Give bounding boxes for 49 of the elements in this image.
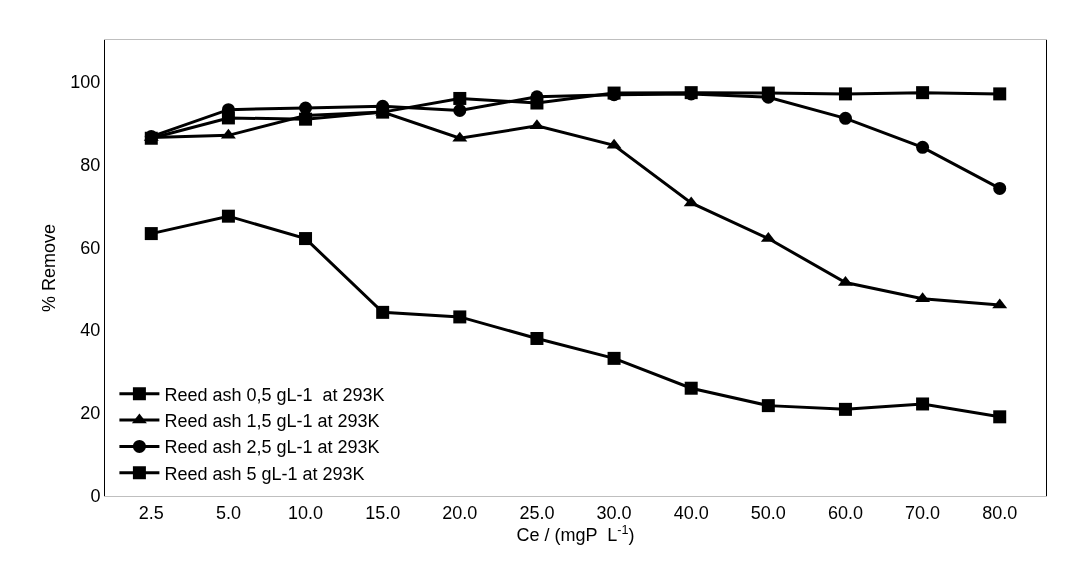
x-tick-label: 5.0 <box>215 502 241 523</box>
point <box>684 381 698 395</box>
y-tick-label: 0 <box>90 486 101 507</box>
point <box>453 91 467 105</box>
y-axis-title: % Remove <box>38 223 59 313</box>
point <box>993 410 1007 424</box>
point <box>607 351 621 365</box>
x-tick-label: 25.0 <box>519 502 555 523</box>
point <box>838 87 852 101</box>
point <box>376 305 390 319</box>
x-tick-label: 40.0 <box>673 502 709 523</box>
x-tick-label: 15.0 <box>365 502 401 523</box>
x-tick-label: 60.0 <box>827 502 863 523</box>
point <box>916 140 930 154</box>
legend-label: Reed ash 0,5 gL-1 at 293K <box>164 384 385 405</box>
x-tick-label: 2.5 <box>138 502 164 523</box>
x-tick-label: 10.0 <box>288 502 324 523</box>
point <box>916 397 930 411</box>
point <box>453 103 467 117</box>
legend-label: Reed ash 1,5 gL-1 at 293K <box>164 411 380 432</box>
x-tick-label: 30.0 <box>596 502 632 523</box>
x-axis-title: Ce / (mgP L$^{-1}$) <box>516 522 635 546</box>
y-tick-label: 40 <box>80 320 101 341</box>
point <box>530 96 544 110</box>
point <box>838 402 852 416</box>
y-tick-label: 100 <box>70 71 101 92</box>
point <box>761 399 775 413</box>
x-tick-label: 70.0 <box>905 502 941 523</box>
y-tick-label: 60 <box>80 237 101 258</box>
point <box>453 310 467 324</box>
point <box>221 209 235 223</box>
point <box>530 331 544 345</box>
x-tick-label: 80.0 <box>982 502 1018 523</box>
legend-label: Reed ash 2,5 gL-1 at 293K <box>164 437 380 458</box>
y-tick-label: 20 <box>80 403 101 424</box>
point <box>299 232 313 246</box>
point <box>299 112 313 126</box>
point <box>221 111 235 125</box>
point <box>838 111 852 125</box>
y-tick-label: 80 <box>80 154 101 175</box>
x-tick-label: 50.0 <box>750 502 786 523</box>
legend-label: Reed ash 5 gL-1 at 293K <box>164 463 365 484</box>
x-tick-label: 20.0 <box>442 502 478 523</box>
point <box>993 181 1007 195</box>
point <box>993 87 1007 101</box>
point <box>144 227 158 241</box>
point <box>916 86 930 100</box>
point <box>299 101 313 115</box>
point <box>761 86 775 100</box>
